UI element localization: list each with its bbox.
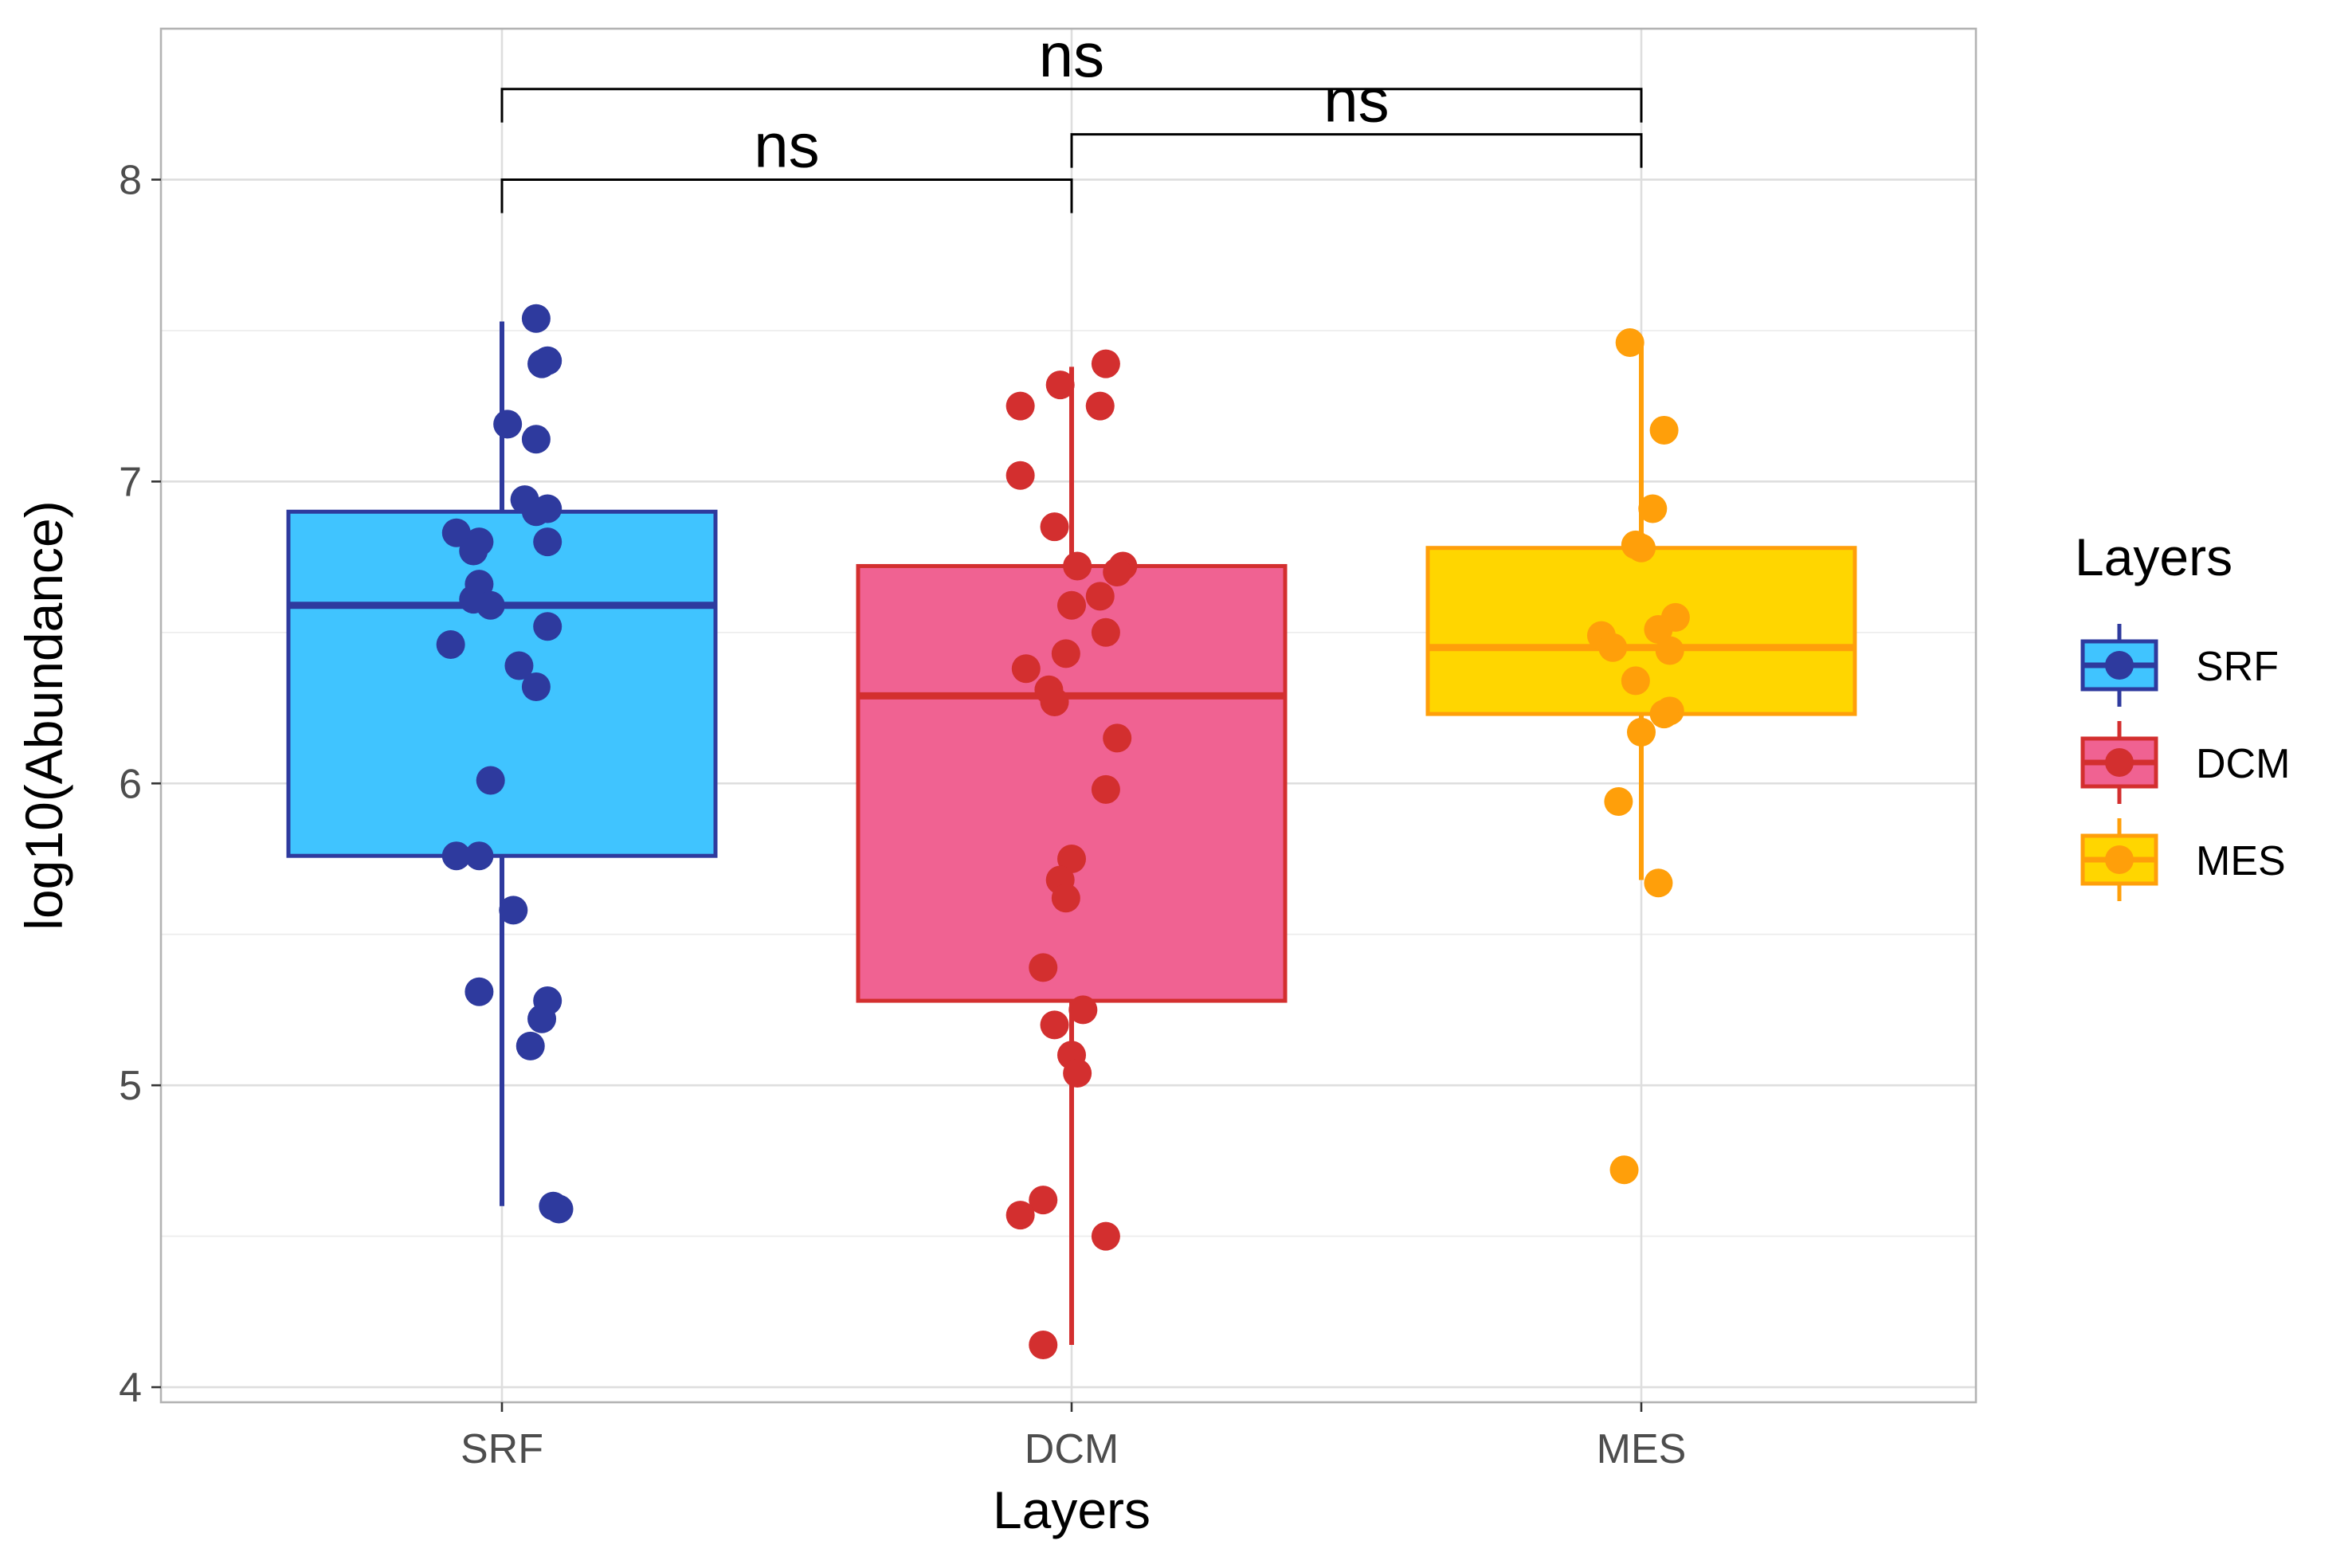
y-tick-label: 5	[119, 1063, 142, 1109]
data-point-srf	[515, 1031, 545, 1060]
plot-panel-border	[159, 27, 1978, 1404]
legend-label-mes: MES	[2196, 838, 2286, 884]
data-point-mes	[1649, 700, 1679, 729]
data-point-dcm	[1063, 551, 1092, 581]
data-point-dcm	[1068, 995, 1098, 1025]
legend-key-point-srf	[2105, 651, 2134, 680]
data-point-srf	[521, 304, 551, 333]
legend-title: Layers	[2075, 527, 2232, 586]
data-point-srf	[476, 766, 505, 795]
data-point-srf	[527, 1004, 557, 1033]
legend-label-dcm: DCM	[2196, 741, 2290, 787]
data-point-dcm	[1040, 687, 1069, 716]
y-tick-label: 4	[119, 1365, 142, 1411]
data-point-dcm	[1063, 1058, 1092, 1088]
data-point-dcm	[1091, 349, 1120, 378]
data-point-mes	[1598, 633, 1628, 662]
y-tick-label: 6	[119, 761, 142, 807]
x-tick-label: DCM	[1025, 1426, 1119, 1472]
data-point-dcm	[1051, 639, 1080, 668]
data-point-dcm	[1045, 370, 1075, 400]
y-tick-label: 8	[119, 157, 142, 203]
data-point-mes	[1609, 1155, 1639, 1185]
data-point-srf	[527, 349, 557, 378]
data-point-srf	[476, 590, 505, 620]
data-point-srf	[465, 841, 494, 871]
data-point-dcm	[1029, 1186, 1058, 1215]
significance-brackets: ns ns ns	[500, 20, 1643, 214]
significance-label: ns	[754, 110, 819, 180]
x-tick-label: MES	[1597, 1426, 1687, 1472]
data-point-mes	[1655, 636, 1684, 665]
data-point-dcm	[1040, 1010, 1069, 1040]
x-axis-title: Layers	[993, 1480, 1151, 1539]
data-point-srf	[459, 536, 488, 566]
data-point-dcm	[1091, 774, 1120, 804]
data-point-srf	[499, 896, 528, 925]
data-point-dcm	[1005, 391, 1035, 421]
data-point-dcm	[1029, 1331, 1058, 1360]
legend-label-srf: SRF	[2196, 644, 2279, 690]
data-point-mes	[1644, 868, 1673, 898]
data-point-mes	[1649, 415, 1679, 445]
legend-key-point-dcm	[2105, 748, 2134, 777]
box-srf	[286, 509, 718, 858]
data-point-dcm	[1029, 953, 1058, 982]
legend: Layers SRF DCM MES	[2075, 527, 2290, 901]
data-point-srf	[533, 612, 563, 641]
significance-label: ns	[1323, 65, 1389, 135]
data-point-dcm	[1103, 723, 1132, 753]
significance-bracket	[500, 178, 1073, 214]
legend-key-point-mes	[2105, 845, 2134, 874]
data-point-mes	[1638, 494, 1668, 523]
significance-bracket	[500, 88, 1643, 123]
data-point-dcm	[1091, 617, 1120, 647]
data-point-dcm	[1005, 1201, 1035, 1230]
data-point-mes	[1627, 717, 1656, 747]
box-dcm	[856, 563, 1288, 1003]
data-point-dcm	[1085, 391, 1115, 421]
data-point-mes	[1604, 786, 1633, 816]
data-point-mes	[1621, 666, 1650, 696]
data-point-dcm	[1057, 590, 1086, 620]
data-point-mes	[1644, 615, 1673, 645]
y-axis-title: log10(Abundance)	[14, 500, 73, 930]
significance-label: ns	[1039, 20, 1104, 90]
data-point-srf	[521, 672, 551, 702]
data-point-dcm	[1005, 461, 1035, 490]
x-tick-label: SRF	[461, 1426, 543, 1472]
data-point-dcm	[1051, 884, 1080, 913]
data-point-srf	[493, 410, 523, 439]
data-point-srf	[521, 497, 551, 527]
data-point-mes	[1615, 328, 1644, 358]
data-point-dcm	[1040, 512, 1069, 542]
data-point-dcm	[1091, 1221, 1120, 1251]
data-point-srf	[521, 425, 551, 454]
data-point-dcm	[1103, 558, 1132, 587]
data-point-srf	[533, 527, 563, 557]
significance-bracket	[1070, 133, 1643, 168]
data-point-srf	[441, 518, 471, 547]
data-point-srf	[436, 629, 465, 659]
axis-layer: 4 5 6 7 8 SRF DCM MES	[119, 157, 1686, 1472]
data-point-dcm	[1057, 844, 1086, 873]
y-tick-label: 7	[119, 459, 142, 505]
data-point-srf	[441, 841, 471, 871]
data-point-dcm	[1011, 654, 1041, 684]
data-point-mes	[1627, 533, 1656, 563]
data-point-srf	[465, 977, 494, 1006]
point-layer	[436, 304, 1690, 1360]
data-point-srf	[504, 651, 534, 680]
data-point-dcm	[1085, 582, 1115, 611]
data-point-srf	[544, 1194, 574, 1224]
